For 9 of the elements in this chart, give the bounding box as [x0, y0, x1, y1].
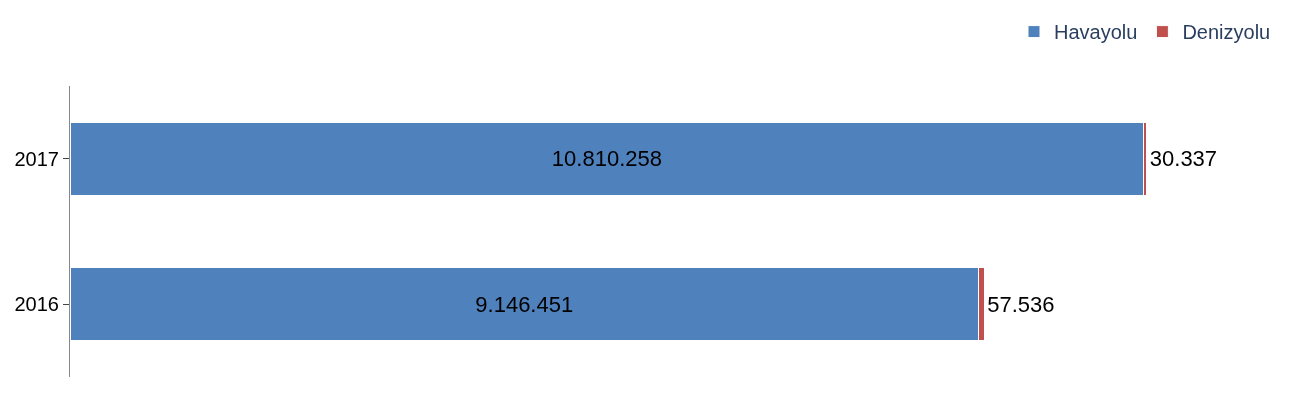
data-label: 9.146.451	[475, 291, 574, 317]
data-label: 10.810.258	[551, 146, 662, 172]
bar	[70, 121, 1145, 196]
y-tick-label: 2017	[14, 147, 59, 170]
data-label: 30.337	[1149, 146, 1218, 172]
legend-label: Denizyolu	[1182, 21, 1271, 44]
y-tick-label: 2016	[14, 293, 59, 316]
data-label: 57.536	[987, 291, 1055, 317]
legend-label: Havayolu	[1054, 21, 1138, 44]
